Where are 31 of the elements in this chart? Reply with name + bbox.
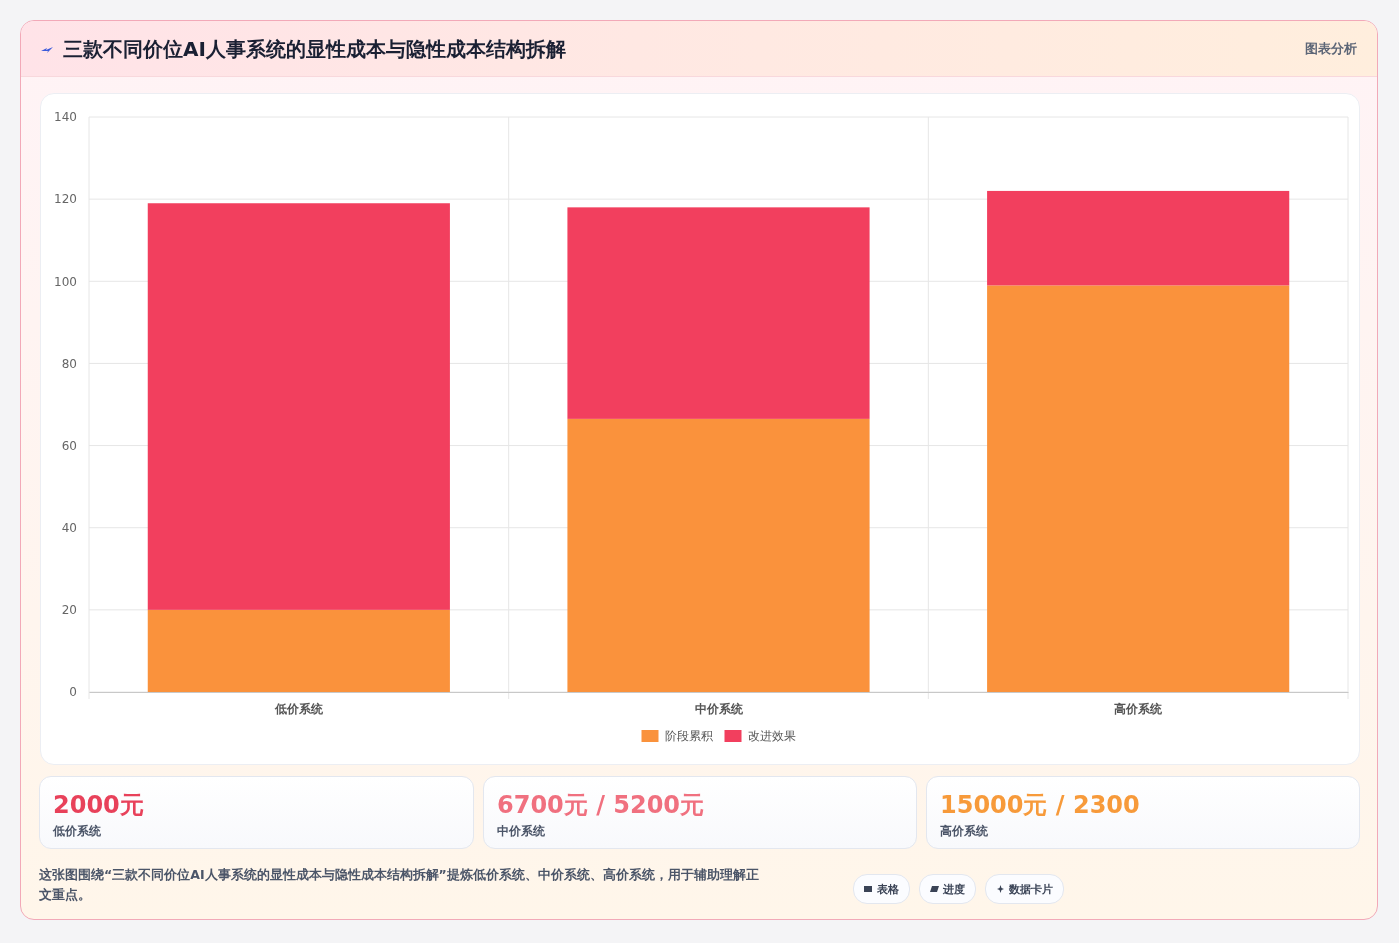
y-tick-label: 80 bbox=[61, 356, 77, 371]
text: 中价系统 bbox=[497, 823, 545, 840]
y-tick-label: 120 bbox=[54, 192, 77, 207]
bar bbox=[567, 207, 870, 419]
y-tick-label: 20 bbox=[61, 603, 77, 618]
text: 低价系统 bbox=[53, 823, 101, 840]
text: 表格 bbox=[877, 881, 899, 897]
y-tick-label: 60 bbox=[61, 438, 77, 453]
x-tick-label: 高价系统 bbox=[1114, 701, 1164, 716]
bar bbox=[567, 418, 870, 692]
x-tick-label: 低价系统 bbox=[273, 701, 324, 716]
y-tick-label: 100 bbox=[54, 274, 77, 289]
bar bbox=[987, 190, 1290, 286]
text: 图表分析 bbox=[1305, 40, 1357, 58]
text: 6700元 / 5200元 bbox=[497, 790, 705, 821]
bar bbox=[147, 203, 450, 610]
y-tick-label: 140 bbox=[54, 110, 77, 125]
text: 数据卡片 bbox=[1009, 881, 1053, 897]
y-tick-label: 40 bbox=[61, 521, 77, 536]
text: 高价系统 bbox=[940, 823, 988, 840]
text: 这张图围绕“三款不同价位AI人事系统的显性成本与隐性成本结构拆解”提炼低价系统、中价系统、高价系统，用于辅助理解正文重点。 bbox=[39, 866, 760, 904]
y-tick-label: 0 bbox=[69, 685, 77, 700]
legend-label: 阶段累积 bbox=[664, 729, 713, 743]
text: 15000元 / 2300 bbox=[940, 790, 1140, 821]
bar bbox=[147, 609, 450, 692]
text: 进度 bbox=[943, 881, 965, 897]
x-tick-label: 中价系统 bbox=[694, 701, 744, 716]
legend-label: 改进效果 bbox=[747, 729, 796, 743]
chart-title: 三款不同价位AI人事系统的显性成本与隐性成本结构拆解 bbox=[63, 36, 566, 63]
bar bbox=[987, 285, 1290, 692]
text: 2000元 bbox=[53, 790, 144, 821]
